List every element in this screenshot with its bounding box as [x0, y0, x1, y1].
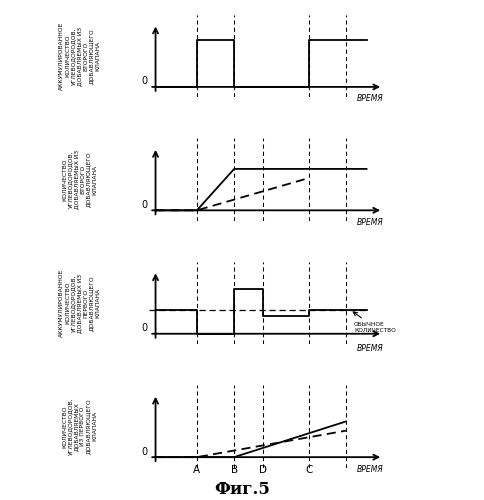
Text: C: C — [305, 464, 312, 474]
Text: ВРЕМЯ: ВРЕМЯ — [356, 344, 383, 353]
Text: A: A — [193, 464, 200, 474]
Text: D: D — [259, 464, 267, 474]
Text: 0: 0 — [141, 323, 147, 333]
Y-axis label: КОЛИЧЕСТВО
УГЛЕВОДОРОДОВ,
ДОБАВЛЯЕМЫХ
ИЗ ПЕРВОГО
ДОБАВЛЯЮЩЕГО
КЛАПАНА: КОЛИЧЕСТВО УГЛЕВОДОРОДОВ, ДОБАВЛЯЕМЫХ ИЗ… — [62, 398, 97, 455]
Text: B: B — [230, 464, 238, 474]
Text: ОБЫЧНОЕ
КОЛИЧЕСТВО: ОБЫЧНОЕ КОЛИЧЕСТВО — [353, 312, 396, 333]
Text: ВРЕМЯ: ВРЕМЯ — [356, 218, 383, 227]
Text: ВРЕМЯ: ВРЕМЯ — [356, 94, 383, 104]
Y-axis label: АККУМУЛИРОВАННОЕ
КОЛИЧЕСТВО
УГЛЕВОДОРОДОВ,
ДОБАВЛЯЕМЫХ ИЗ
ПЕРВОГО
ДОБАВЛЯЮЩЕГО
К: АККУМУЛИРОВАННОЕ КОЛИЧЕСТВО УГЛЕВОДОРОДО… — [60, 269, 100, 337]
Text: ВРЕМЯ: ВРЕМЯ — [356, 464, 383, 473]
Text: 0: 0 — [141, 446, 147, 456]
Y-axis label: АККУМУЛИРОВАННОЕ
КОЛИЧЕСТВО
УГЛЕВОДОРОДОВ,
ДОБАВЛЯЕМЫХ ИЗ
ВТОРОГО
ДОБАВЛЯЮЩЕГО
К: АККУМУЛИРОВАННОЕ КОЛИЧЕСТВО УГЛЕВОДОРОДО… — [60, 22, 100, 90]
Text: 0: 0 — [141, 76, 147, 86]
Text: 0: 0 — [141, 200, 147, 210]
Text: Фиг.5: Фиг.5 — [214, 480, 270, 498]
Y-axis label: КОЛИЧЕСТВО
УГЛЕВОДОРОДОВ,
ДОБАВЛЯЕМЫХ ИЗ
ВТОРОГО
ДОБАВЛЯЮЩЕГО
КЛАПАНА: КОЛИЧЕСТВО УГЛЕВОДОРОДОВ, ДОБАВЛЯЕМЫХ ИЗ… — [62, 150, 97, 209]
